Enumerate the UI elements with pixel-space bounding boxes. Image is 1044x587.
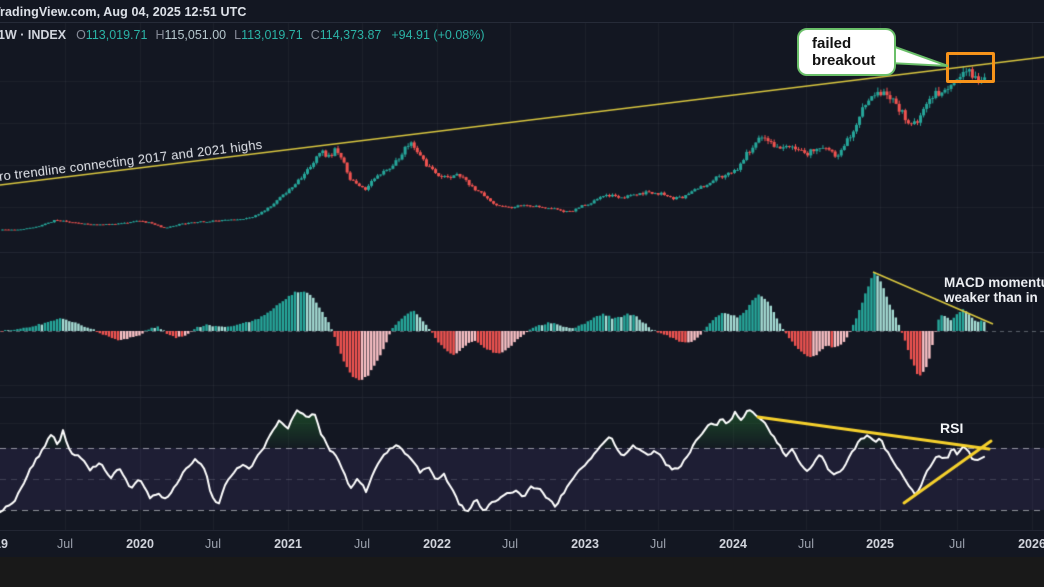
failed-breakout-callout: failed breakout	[797, 28, 896, 76]
time-tick: Jul	[798, 537, 814, 551]
rsi-annotation: RSI	[940, 420, 964, 436]
callout-text-line2: breakout	[812, 52, 876, 69]
time-tick: 2020	[126, 537, 154, 551]
time-axis[interactable]: 2019 Jul 2020 Jul 2021 Jul 2022 Jul 2023 Jul 2024 J…	[0, 530, 1044, 557]
open-value: O113,019.71	[76, 28, 148, 42]
change-value: +94.91 (+0.08%)	[391, 28, 485, 42]
time-tick: 2023	[571, 537, 599, 551]
time-tick: 2021	[274, 537, 302, 551]
macd-annotation-line1: MACD momentum	[944, 275, 1044, 290]
failed-breakout-box	[946, 52, 995, 83]
time-tick: Jul	[949, 537, 965, 551]
time-tick: 2019	[0, 537, 8, 551]
source-timestamp: TradingView.com, Aug 04, 2025 12:51 UTC	[0, 5, 247, 19]
bottom-letterbox	[0, 557, 1044, 587]
close-value: C114,373.87	[310, 28, 382, 42]
time-tick: 2025	[866, 537, 894, 551]
time-tick: Jul	[205, 537, 221, 551]
header-divider	[0, 22, 1044, 23]
time-tick: Jul	[502, 537, 518, 551]
time-tick: Jul	[650, 537, 666, 551]
time-tick: Jul	[57, 537, 73, 551]
macd-annotation-line2: weaker than in	[944, 289, 1038, 305]
time-axis-divider	[0, 530, 1044, 531]
time-tick: 2026	[1018, 537, 1044, 551]
time-tick: 2024	[719, 537, 747, 551]
time-tick: Jul	[354, 537, 370, 551]
macd-annotation: MACD momentum weaker than in	[944, 275, 1044, 305]
low-value: L113,019.71	[234, 28, 303, 42]
symbol-timeframe: 1W · INDEX	[0, 28, 67, 42]
callout-text-line1: failed	[812, 34, 852, 52]
time-tick: 2022	[423, 537, 451, 551]
ohlc-legend: 1W · INDEX O113,019.71 H115,051.00 L113,…	[0, 28, 485, 42]
high-value: H115,051.00	[155, 28, 227, 42]
